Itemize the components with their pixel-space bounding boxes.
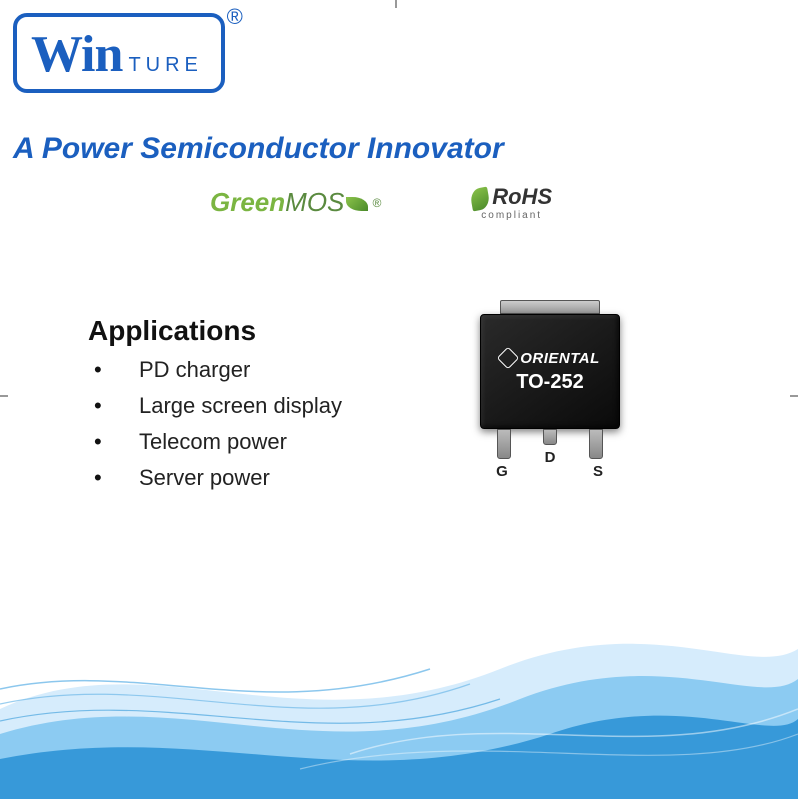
pin-label-g: G xyxy=(495,463,509,480)
applications-title: Applications xyxy=(88,315,342,347)
chip-body: ORIENTAL TO-252 xyxy=(480,314,620,429)
chip-pin xyxy=(543,429,557,445)
logo-text-win: Win xyxy=(31,25,122,84)
pin-label-s: S xyxy=(591,463,605,480)
greenmos-reg: ® xyxy=(372,196,381,210)
logo-text-ture: TURE xyxy=(128,54,202,77)
chip-brand: ORIENTAL xyxy=(500,350,600,367)
list-item: Large screen display xyxy=(88,393,342,419)
decorative-wave xyxy=(0,549,798,799)
list-item: Server power xyxy=(88,465,342,491)
page-tick xyxy=(0,395,8,397)
brand-logo: Win TURE ® xyxy=(13,13,225,93)
certifications-row: GreenMOS ® RoHS compliant xyxy=(0,184,798,221)
component-package: ORIENTAL TO-252 G D S xyxy=(470,300,630,480)
chip-pin xyxy=(497,429,511,459)
rohs-top: RoHS xyxy=(471,184,552,210)
greenmos-badge: GreenMOS ® xyxy=(210,184,381,221)
applications-list: PD charger Large screen display Telecom … xyxy=(88,357,342,491)
rohs-sub: compliant xyxy=(481,210,542,221)
chip-model: TO-252 xyxy=(516,371,583,394)
list-item: PD charger xyxy=(88,357,342,383)
pin-labels: G D S xyxy=(470,463,630,480)
applications-section: Applications PD charger Large screen dis… xyxy=(88,315,342,501)
list-item: Telecom power xyxy=(88,429,342,455)
rohs-text: RoHS xyxy=(492,184,552,210)
logo-box: Win TURE xyxy=(13,13,225,93)
page-tick xyxy=(395,0,397,8)
rohs-badge: RoHS compliant xyxy=(471,184,552,221)
chip-pin xyxy=(589,429,603,459)
registered-mark: ® xyxy=(227,4,243,30)
tagline: A Power Semiconductor Innovator xyxy=(13,132,504,166)
chip-heatsink-tab xyxy=(500,300,600,314)
greenmos-mos: MOS xyxy=(285,187,344,218)
leaf-icon xyxy=(469,187,491,212)
greenmos-green: Green xyxy=(210,187,285,218)
page-tick xyxy=(790,395,798,397)
pin-label-d: D xyxy=(543,449,557,480)
leaf-icon xyxy=(346,197,368,211)
